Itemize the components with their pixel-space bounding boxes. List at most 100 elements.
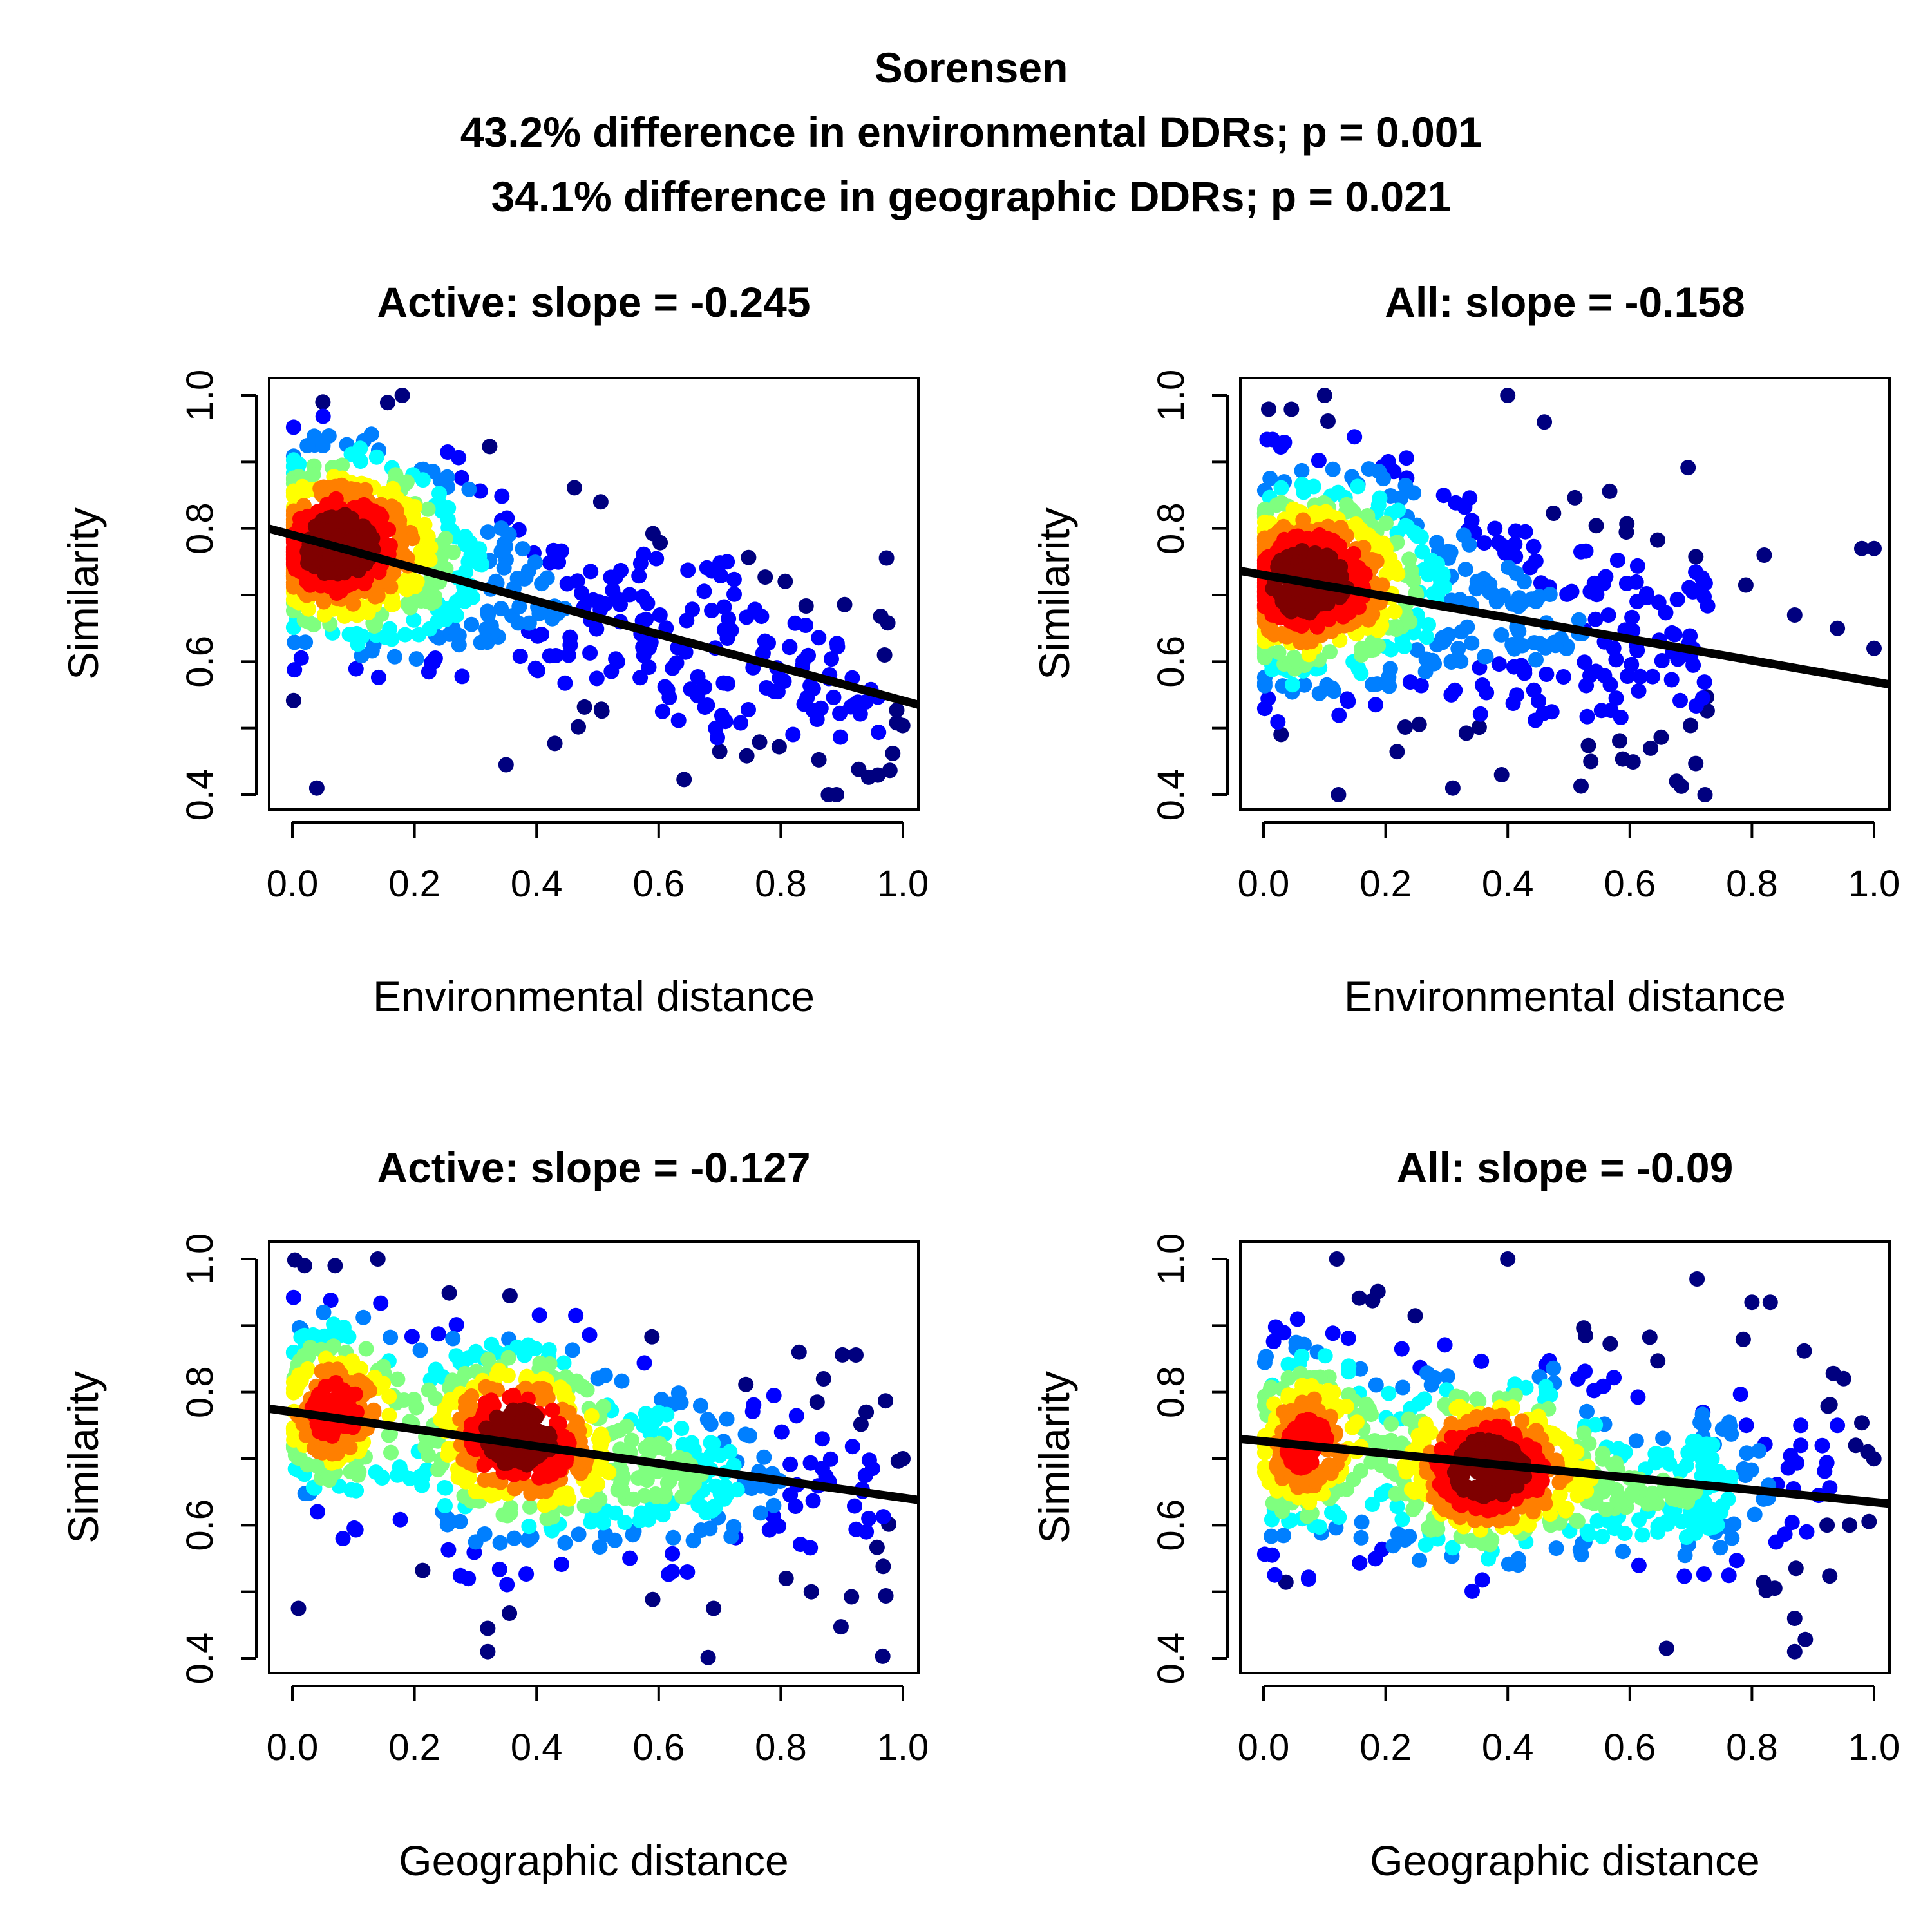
data-point	[1866, 540, 1882, 556]
data-point	[412, 1342, 428, 1358]
data-point	[1612, 733, 1627, 749]
data-point	[368, 449, 384, 465]
data-point	[392, 1459, 408, 1475]
data-point	[567, 480, 582, 496]
data-point	[1569, 1371, 1586, 1387]
data-point	[1603, 703, 1619, 719]
data-point	[766, 1388, 782, 1403]
data-point	[1273, 480, 1289, 496]
data-point	[1411, 716, 1427, 732]
data-point	[445, 1331, 461, 1347]
data-point	[584, 1510, 600, 1526]
data-point	[1382, 661, 1398, 677]
data-point	[680, 562, 696, 578]
data-point	[1276, 1528, 1291, 1544]
data-point	[679, 612, 695, 629]
data-point	[548, 648, 564, 663]
data-point	[1618, 524, 1634, 540]
data-point	[1688, 755, 1704, 772]
data-point	[348, 661, 364, 677]
data-point	[1516, 574, 1532, 590]
data-point	[335, 1531, 351, 1547]
data-point	[576, 699, 592, 715]
data-point	[1487, 520, 1503, 536]
data-point	[737, 1426, 753, 1443]
data-point	[1723, 1426, 1739, 1442]
data-point	[861, 1510, 877, 1526]
y-axis-label: Similarity	[1030, 507, 1078, 680]
data-point	[1476, 535, 1492, 551]
data-point	[753, 1505, 768, 1521]
data-point	[844, 1589, 860, 1605]
data-point	[1285, 677, 1300, 693]
data-point	[506, 1530, 522, 1546]
data-point	[1551, 1475, 1567, 1490]
data-point	[1270, 714, 1286, 730]
data-point	[1724, 1530, 1740, 1546]
plot-frame	[268, 1240, 920, 1674]
data-point	[803, 1584, 819, 1600]
data-point	[1756, 547, 1772, 563]
data-point	[657, 679, 673, 695]
x-tick-label: 0.4	[511, 863, 563, 905]
data-point	[482, 439, 498, 455]
data-point	[315, 408, 331, 424]
data-point	[1276, 1325, 1292, 1341]
data-point	[1631, 1557, 1647, 1573]
data-point	[1256, 1354, 1273, 1370]
data-point	[876, 647, 893, 663]
data-point	[1642, 1329, 1658, 1345]
data-point	[741, 549, 757, 565]
data-point	[714, 708, 730, 724]
data-point	[788, 1408, 804, 1424]
data-point	[1555, 669, 1571, 685]
data-point	[1437, 1337, 1453, 1353]
data-point	[287, 634, 303, 650]
data-point	[1660, 1482, 1676, 1498]
data-point	[777, 573, 793, 589]
data-point	[308, 780, 325, 796]
data-point	[583, 1408, 600, 1424]
data-point	[1439, 1368, 1455, 1385]
regression-line	[269, 1404, 919, 1504]
data-point	[1458, 725, 1474, 741]
data-point	[683, 681, 699, 697]
y-tick-label: 1.0	[179, 1233, 221, 1285]
data-point	[1595, 1529, 1611, 1545]
data-point	[542, 554, 558, 571]
data-point	[824, 651, 839, 667]
data-point	[1474, 1572, 1490, 1588]
data-point	[348, 625, 365, 641]
data-point	[1351, 1290, 1367, 1306]
data-point	[285, 1289, 301, 1305]
data-point	[408, 1399, 424, 1416]
data-point	[1848, 1437, 1864, 1454]
data-point	[1365, 634, 1380, 650]
data-point	[878, 1393, 894, 1409]
data-point	[1265, 1334, 1282, 1349]
data-point	[1799, 1524, 1815, 1540]
data-point	[576, 1498, 592, 1514]
data-point	[674, 1421, 690, 1436]
data-point	[1738, 577, 1754, 593]
data-point	[1417, 1537, 1434, 1553]
data-point	[1588, 663, 1604, 679]
data-point	[1278, 1574, 1294, 1590]
data-point	[381, 1427, 397, 1443]
data-point	[1264, 1547, 1280, 1563]
panel-all-geographic: All: slope = -0.09 0.0 0.2 0.4 0.6 0.8 1.0 0.…	[1030, 1144, 1900, 1884]
data-point	[712, 743, 728, 759]
data-point	[415, 1562, 431, 1578]
x-axis-label: Environmental distance	[1344, 972, 1786, 1020]
data-point	[652, 535, 668, 551]
y-tick-label: 1.0	[179, 370, 221, 422]
data-point	[1322, 644, 1338, 660]
data-point	[753, 609, 770, 625]
scatter-points	[285, 388, 911, 802]
data-point	[285, 692, 301, 708]
data-point	[1860, 1444, 1876, 1460]
data-point	[744, 1403, 761, 1419]
data-point	[480, 1643, 496, 1660]
x-tick-label: 0.2	[388, 1727, 440, 1768]
data-point	[1643, 740, 1658, 756]
